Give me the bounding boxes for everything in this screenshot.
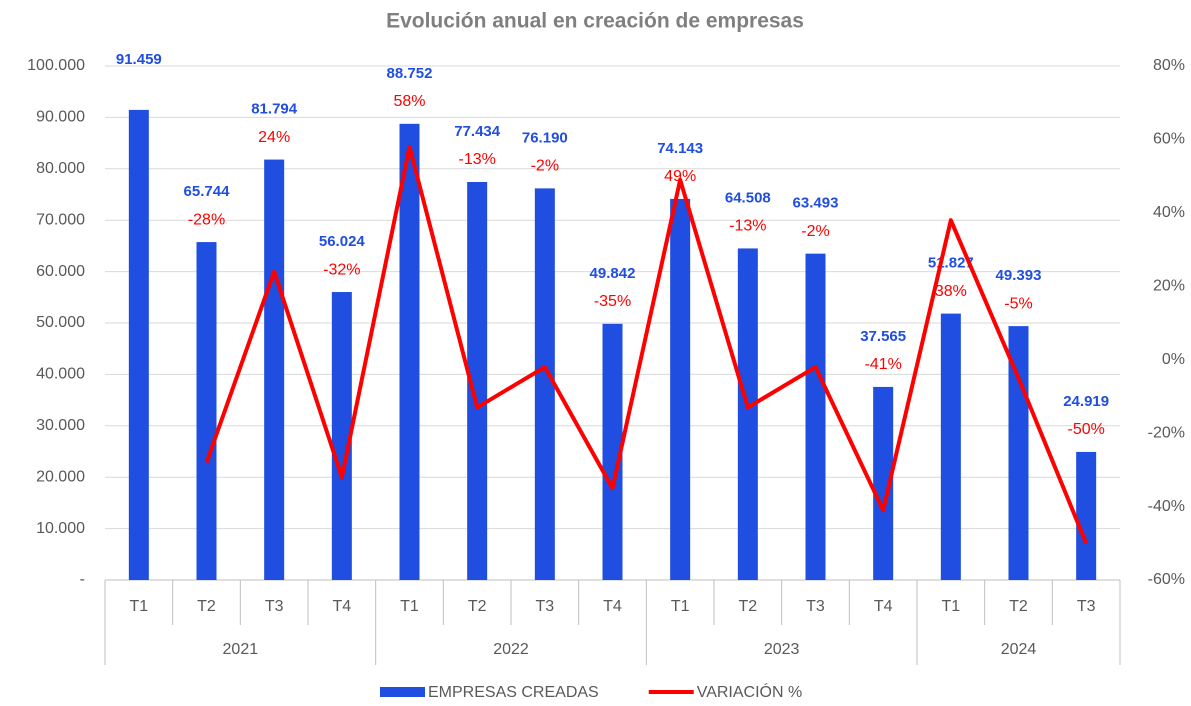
x-tick-label: T4 (874, 598, 893, 615)
line-value-label: -2% (801, 223, 829, 240)
bar (467, 181, 488, 580)
bar-value-label: 77.434 (454, 123, 501, 140)
bar-value-label: 81.794 (251, 101, 298, 118)
line-value-label: 24% (258, 129, 290, 146)
x-tick-label: T3 (1077, 598, 1096, 615)
x-tick-label: T2 (468, 598, 487, 615)
legend-label: VARIACIÓN % (697, 682, 803, 701)
bar (805, 253, 826, 580)
x-tick-label: T2 (738, 598, 757, 615)
x-group-label: 2023 (764, 641, 800, 658)
bar (602, 323, 623, 580)
y-tick-label: 20.000 (36, 468, 85, 485)
x-tick-label: T1 (400, 598, 419, 615)
y2-tick-label: -20% (1148, 424, 1185, 441)
bar (737, 248, 758, 580)
bar (1076, 451, 1097, 580)
x-tick-label: T4 (332, 598, 351, 615)
bar-value-label: 37.565 (860, 328, 906, 345)
bar-value-label: 49.393 (996, 267, 1042, 284)
x-tick-label: T2 (197, 598, 216, 615)
x-group-label: 2022 (493, 641, 529, 658)
y-tick-label: 100.000 (27, 57, 85, 74)
bar (670, 198, 691, 581)
bar-value-label: 24.919 (1063, 393, 1109, 410)
line-value-label: 49% (664, 168, 696, 185)
line-value-label: -13% (458, 151, 495, 168)
bar (128, 109, 149, 580)
line-value-label: -35% (594, 293, 631, 310)
x-group-label: 2024 (1001, 641, 1037, 658)
bar (534, 188, 555, 580)
bar-value-label: 56.024 (319, 233, 366, 250)
bar-value-label: 64.508 (725, 189, 771, 206)
line-value-label: -32% (323, 261, 360, 278)
bar-value-label: 91.459 (116, 51, 162, 68)
bar (873, 386, 894, 580)
x-tick-label: T1 (941, 598, 960, 615)
bar-value-label: 76.190 (522, 129, 568, 146)
y2-tick-label: -40% (1148, 498, 1185, 515)
bar-value-label: 65.744 (184, 183, 231, 200)
y-tick-label: 60.000 (36, 263, 85, 280)
line-value-label: -50% (1067, 421, 1104, 438)
bar-value-label: 63.493 (793, 195, 839, 212)
line-value-label: 38% (935, 283, 967, 300)
line-value-label: 58% (393, 93, 425, 110)
y-tick-label: 30.000 (36, 417, 85, 434)
bar (196, 242, 217, 580)
line-value-label: -2% (531, 158, 559, 175)
bar (940, 313, 961, 580)
line-value-label: -5% (1004, 295, 1032, 312)
y2-tick-label: 20% (1153, 278, 1185, 295)
y-tick-label: 90.000 (36, 109, 85, 126)
y-tick-label: - (80, 571, 85, 588)
line-value-label: -41% (864, 356, 901, 373)
bar-value-label: 88.752 (387, 65, 433, 82)
x-tick-label: T1 (129, 598, 148, 615)
bar (264, 159, 285, 580)
y2-tick-label: 60% (1153, 131, 1185, 148)
x-tick-label: T3 (806, 598, 825, 615)
x-tick-label: T2 (1009, 598, 1028, 615)
line (204, 144, 1089, 545)
y2-tick-label: 80% (1153, 57, 1185, 74)
y-tick-label: 70.000 (36, 211, 85, 228)
x-tick-label: T3 (535, 598, 554, 615)
y2-tick-label: -60% (1148, 571, 1185, 588)
y-tick-label: 80.000 (36, 160, 85, 177)
y-tick-label: 40.000 (36, 366, 85, 383)
x-tick-label: T1 (671, 598, 690, 615)
line-value-label: -13% (729, 218, 766, 235)
x-tick-label: T4 (603, 598, 622, 615)
bar-value-label: 49.842 (590, 265, 636, 282)
line-value-label: -28% (188, 211, 225, 228)
y-tick-label: 50.000 (36, 314, 85, 331)
y2-tick-label: 0% (1162, 351, 1185, 368)
bar (331, 292, 352, 580)
bar (399, 123, 420, 580)
chart-title: Evolución anual en creación de empresas (386, 10, 804, 33)
x-tick-label: T3 (265, 598, 284, 615)
bar-value-label: 74.143 (657, 140, 703, 157)
y-tick-label: 10.000 (36, 520, 85, 537)
y2-tick-label: 40% (1153, 204, 1185, 221)
legend-label: EMPRESAS CREADAS (428, 684, 599, 701)
legend-swatch (380, 687, 425, 697)
x-group-label: 2021 (223, 641, 259, 658)
